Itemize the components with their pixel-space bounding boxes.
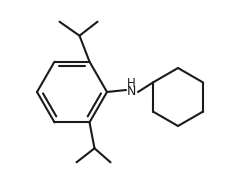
Text: H: H (127, 76, 135, 90)
Text: N: N (126, 85, 136, 97)
